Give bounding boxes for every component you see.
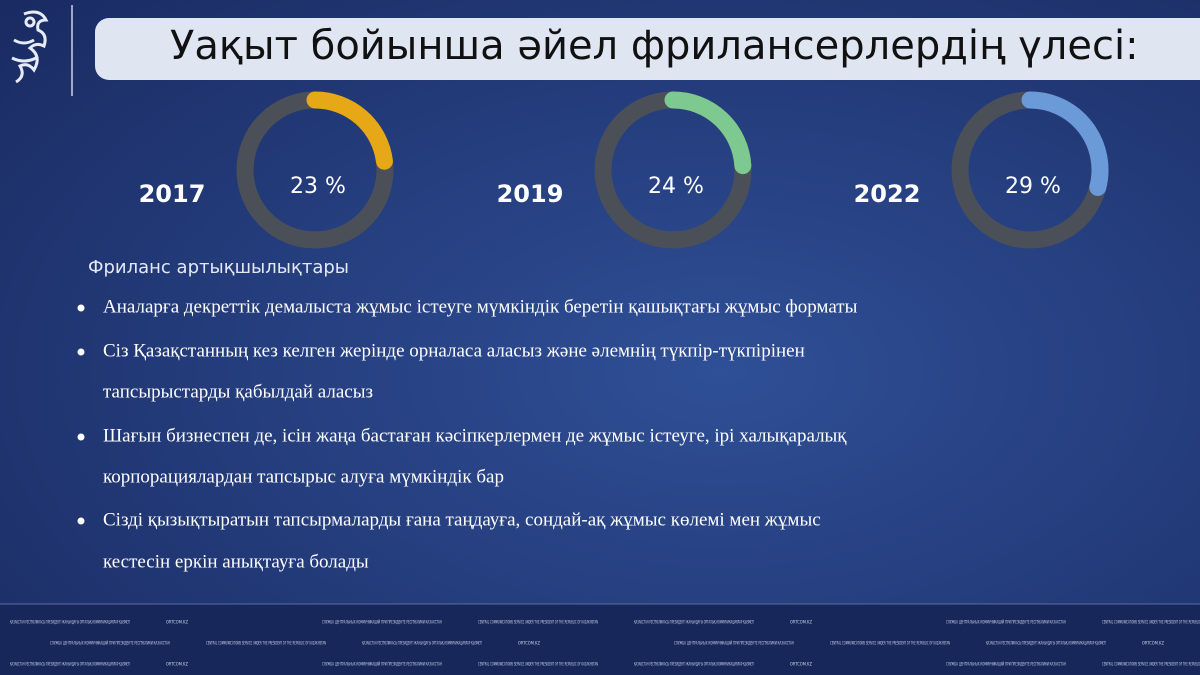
donut-segment [664, 91, 752, 175]
footer-text: ҚАЗАҚСТАН РЕСПУБЛИКАСЫ ПРЕЗИДЕНТІ ЖАНЫНД… [10, 662, 130, 668]
title-bar [95, 18, 1200, 80]
bullet-dot [77, 348, 85, 356]
footer-text: ORTCOM.KZ [1142, 641, 1164, 647]
footer-text: ORTCOM.KZ [790, 662, 812, 668]
logo [11, 10, 49, 84]
footer-text: ORTCOM.KZ [166, 620, 188, 626]
slide-title: Уақыт бойынша әйел фрилансерлердің үлесі… [170, 23, 1139, 69]
footer-text: CENTRAL COMMUNICATIONS SERVICE UNDER THE… [830, 641, 950, 647]
value-label: 24 % [648, 174, 704, 199]
footer-text: СЛУЖБА ЦЕНТРАЛЬНЫХ КОММУНИКАЦИЙ ПРИ ПРЕЗ… [322, 661, 442, 668]
bullet-dot [77, 517, 85, 525]
footer-text: CENTRAL COMMUNICATIONS SERVICE UNDER THE… [478, 662, 598, 668]
year-label: 2022 [854, 180, 921, 208]
footer-text: ҚАЗАҚСТАН РЕСПУБЛИКАСЫ ПРЕЗИДЕНТІ ЖАНЫНД… [634, 620, 754, 626]
bullet-text: Шағын бизнеспен де, ісін жаңа бастаған к… [103, 425, 847, 446]
footer-text: ORTCOM.KZ [790, 620, 812, 626]
donut-segment [306, 91, 393, 170]
bullet-text: Аналарға декреттік демалыста жұмыс істеу… [103, 296, 858, 317]
footer-text: ҚАЗАҚСТАН РЕСПУБЛИКАСЫ ПРЕЗИДЕНТІ ЖАНЫНД… [634, 662, 754, 668]
footer-text: СЛУЖБА ЦЕНТРАЛЬНЫХ КОММУНИКАЦИЙ ПРИ ПРЕЗ… [322, 619, 442, 626]
footer-text: ҚАЗАҚСТАН РЕСПУБЛИКАСЫ ПРЕЗИДЕНТІ ЖАНЫНД… [362, 641, 482, 647]
footer-text: ORTCOM.KZ [518, 641, 540, 647]
bullet-dot [77, 433, 85, 441]
footer-text: ҚАЗАҚСТАН РЕСПУБЛИКАСЫ ПРЕЗИДЕНТІ ЖАНЫНД… [986, 641, 1106, 647]
footer-text: CENTRAL COMMUNICATIONS SERVICE UNDER THE… [206, 641, 326, 647]
footer-text: ORTCOM.KZ [166, 662, 188, 668]
value-label: 29 % [1005, 174, 1061, 199]
bullet-text: корпорациялардан тапсырыс алуға мүмкінді… [103, 466, 504, 487]
year-label: 2017 [139, 180, 206, 208]
bullet-text: кестесін еркін анықтауға болады [103, 551, 369, 572]
year-label: 2019 [497, 180, 564, 208]
footer-text: СЛУЖБА ЦЕНТРАЛЬНЫХ КОММУНИКАЦИЙ ПРИ ПРЕЗ… [674, 640, 794, 647]
footer-text: CENTRAL COMMUNICATIONS SERVICE UNDER THE… [1102, 620, 1200, 626]
donut-segment [1021, 91, 1109, 196]
footer-text: СЛУЖБА ЦЕНТРАЛЬНЫХ КОММУНИКАЦИЙ ПРИ ПРЕЗ… [946, 619, 1066, 626]
section-title: Фриланс артықшылықтары [88, 257, 349, 278]
footer-text: ҚАЗАҚСТАН РЕСПУБЛИКАСЫ ПРЕЗИДЕНТІ ЖАНЫНД… [10, 620, 130, 626]
bullet-text: Сіз Қазақстанның кез келген жерінде орна… [103, 340, 805, 361]
footer-text: СЛУЖБА ЦЕНТРАЛЬНЫХ КОММУНИКАЦИЙ ПРИ ПРЕЗ… [50, 640, 170, 647]
footer-text: CENTRAL COMMUNICATIONS SERVICE UNDER THE… [478, 620, 598, 626]
bullet-dot [77, 304, 85, 312]
footer-text: СЛУЖБА ЦЕНТРАЛЬНЫХ КОММУНИКАЦИЙ ПРИ ПРЕЗ… [946, 661, 1066, 668]
footer-band [0, 604, 1200, 675]
footer-text: CENTRAL COMMUNICATIONS SERVICE UNDER THE… [1102, 662, 1200, 668]
bullet-text: Сізді қызықтыратын тапсырмаларды ғана та… [103, 509, 821, 530]
value-label: 23 % [290, 174, 346, 199]
bullet-text: тапсырыстарды қабылдай аласыз [103, 381, 373, 402]
